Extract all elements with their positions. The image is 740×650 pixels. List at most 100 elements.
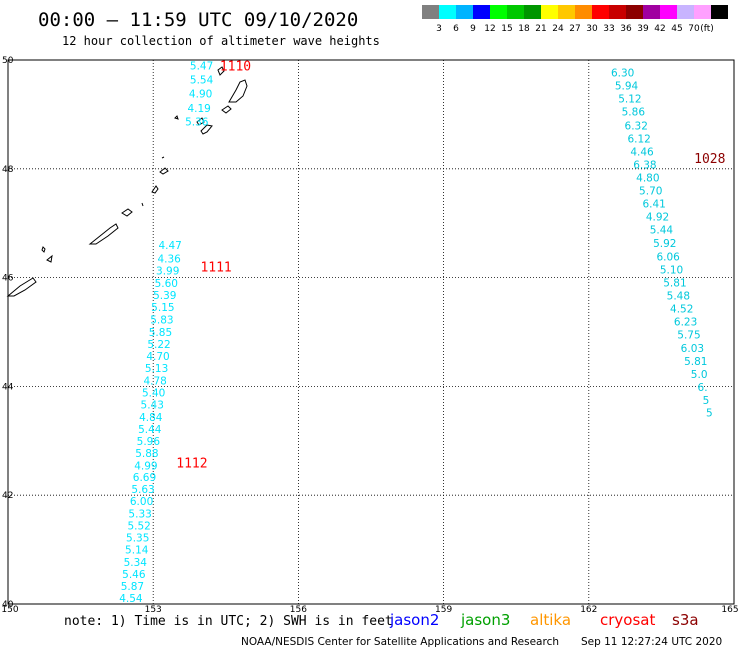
lat-tick-label: 40	[2, 600, 14, 610]
wave-height-value: 5.63	[131, 484, 154, 496]
legend-swatch	[609, 5, 626, 19]
wave-height-value: 5.12	[618, 94, 641, 106]
legend-swatch	[558, 5, 575, 19]
wave-height-value: 5.22	[147, 339, 170, 351]
legend-swatch	[694, 5, 711, 19]
wave-height-value: 5.44	[138, 424, 162, 436]
legend-label: 12	[484, 24, 495, 34]
wave-height-value: 5.36	[185, 116, 209, 128]
track-1110: 5.47 5.54 4.90 4.195.36 1110	[185, 59, 251, 128]
wave-height-value: 5.83	[150, 314, 173, 326]
lon-tick-label: 153	[145, 605, 162, 615]
wave-height-value: 6.38	[633, 159, 656, 171]
legend-swatch	[711, 5, 728, 19]
orbit-label: 1111	[200, 261, 231, 276]
legend-label: 45	[671, 24, 682, 34]
wave-height-value: 5.47	[190, 60, 213, 72]
wave-height-value: 6.41	[642, 199, 665, 211]
legend-swatch	[524, 5, 541, 19]
legend-label: 24	[552, 24, 564, 34]
lat-tick-label: 50	[2, 56, 14, 66]
wave-height-value: 5.10	[660, 264, 683, 276]
map-title: 00:00 – 11:59 UTC 09/10/2020	[38, 9, 358, 31]
legend-label: 21	[535, 24, 546, 34]
satellite-cryosat: cryosat	[600, 611, 655, 629]
island-outline	[159, 167, 169, 175]
wave-height-value: 5.88	[135, 448, 158, 460]
wave-height-value: 5.85	[149, 327, 172, 339]
wave-height-value: 6.03	[681, 343, 704, 355]
wave-height-value: 5.13	[145, 363, 168, 375]
altimeter-tracks: 5.47 5.54 4.90 4.195.36 1110 4.47 4.363.995.60…	[119, 59, 725, 605]
wave-height-value: 6.12	[627, 133, 650, 145]
wave-height-value: 5.43	[141, 399, 164, 411]
map-frame	[7, 59, 735, 605]
lon-tick-label: 156	[290, 605, 307, 615]
lat-lon-grid	[8, 60, 734, 604]
wave-height-value: 5.87	[121, 581, 144, 593]
legend-swatch	[490, 5, 507, 19]
legend-label: 30	[586, 24, 598, 34]
island-outline	[174, 115, 179, 120]
island-outline	[221, 105, 232, 114]
legend-label: 70	[688, 24, 700, 34]
orbit-label: 1112	[176, 457, 207, 472]
axis-labels: 150 153 156 159 162 165 50 48 46 44 42 40	[1, 56, 738, 615]
track-1028: 6.305.945.125.866.326.124.466.38 4.805.70…	[611, 68, 725, 420]
legend-label: 39	[637, 24, 649, 34]
wave-height-value: 5	[703, 395, 710, 407]
wave-height-value: 5.81	[663, 277, 686, 289]
track-1111: 4.47 4.363.995.605.395.155.835.855.224.70…	[119, 240, 232, 605]
legend-swatch	[473, 5, 490, 19]
legend-swatch	[643, 5, 660, 19]
legend-swatch	[660, 5, 677, 19]
lat-tick-label: 46	[2, 274, 14, 284]
footer-note: note: 1) Time is in UTC; 2) SWH is in fe…	[64, 614, 393, 629]
wave-height-value: 5.52	[127, 521, 150, 533]
wave-height-value: 5.75	[677, 330, 700, 342]
legend-label: 9	[470, 24, 476, 34]
satellite-jason2: jason2	[389, 611, 439, 629]
wave-height-value: 4.46	[630, 146, 654, 158]
wave-height-value: 6.06	[656, 251, 680, 263]
lon-tick-label: 165	[721, 605, 738, 615]
wave-height-value: 4.19	[187, 103, 210, 115]
coastline-kuril-islands	[6, 59, 268, 297]
legend-label: 15	[501, 24, 512, 34]
wave-height-value: 5.46	[122, 569, 146, 581]
wave-height-value: 4.90	[189, 89, 212, 101]
legend-swatch	[439, 5, 456, 19]
legend-unit: (ft)	[700, 24, 714, 34]
wave-height-value: 5.40	[142, 387, 165, 399]
wave-height-value: 4.80	[636, 173, 659, 185]
lon-tick-label: 162	[580, 605, 597, 615]
island-outline	[141, 202, 144, 207]
satellite-legend: jason2 jason3 altika cryosat s3a	[389, 611, 699, 629]
lat-tick-label: 44	[2, 382, 14, 392]
legend-swatch	[507, 5, 524, 19]
satellite-s3a: s3a	[672, 611, 699, 629]
legend-label: 36	[620, 24, 632, 34]
wave-height-value: 5.86	[622, 107, 646, 119]
wave-height-value: 5.14	[125, 545, 149, 557]
lon-tick-label: 150	[1, 605, 18, 615]
island-outline	[88, 223, 119, 245]
wave-height-value: 6.32	[625, 120, 648, 132]
island-outline	[228, 79, 248, 103]
wave-height-value: 5.44	[650, 225, 674, 237]
wave-height-value: 5.94	[615, 81, 639, 93]
lat-tick-label: 48	[2, 165, 14, 175]
satellite-jason3: jason3	[460, 611, 510, 629]
island-outline	[41, 246, 46, 253]
island-outline	[200, 124, 213, 135]
legend-label: 18	[518, 24, 530, 34]
wave-height-value: 5.92	[653, 238, 676, 250]
wave-height-value: 3.99	[156, 266, 179, 278]
wave-height-value: 4.99	[134, 460, 157, 472]
wave-height-value: 5.70	[639, 186, 662, 198]
wave-height-value: 5.15	[151, 302, 174, 314]
island-outline	[161, 156, 165, 159]
track-1112: 1112	[176, 457, 207, 472]
wave-height-value: 6.	[698, 382, 708, 394]
